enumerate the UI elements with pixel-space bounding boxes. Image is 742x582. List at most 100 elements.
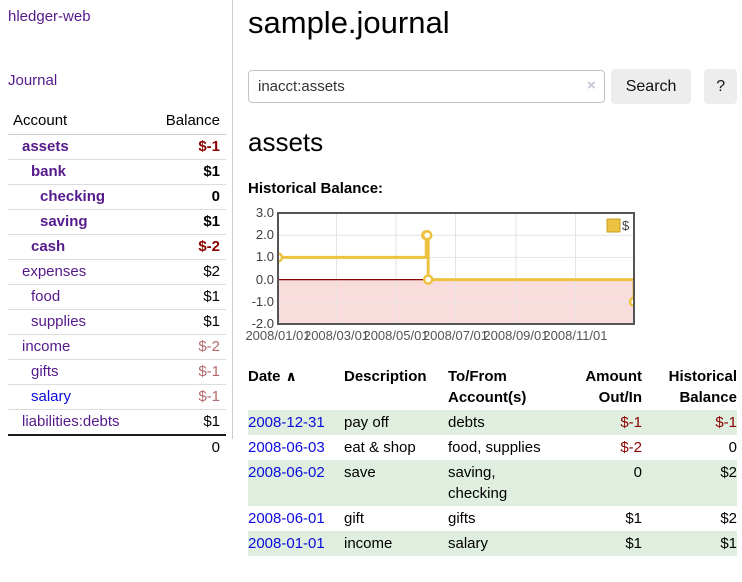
register-balance-cell: $1 [642, 531, 737, 556]
balance-chart: $3.0 2.0 1.0 0.0 -1.0 -2.0 2008/01/01 2008/03/0… [245, 205, 737, 348]
register-description-cell: income [344, 531, 448, 556]
sidebar-account-row: cash $-2 [8, 234, 226, 260]
register-accounts-cell: gifts [448, 510, 476, 527]
sidebar-account-cell: food [8, 284, 146, 310]
sidebar-account-row: salary $-1 [8, 384, 226, 410]
sidebar-account-cell: assets [8, 134, 146, 160]
sidebar-account-balance: $1 [145, 284, 226, 310]
register-date-cell: 2008-01-01 [248, 531, 344, 556]
page-title: sample.journal [248, 5, 450, 40]
sidebar-account-link[interactable]: expenses [22, 263, 87, 280]
x-axis-label: 2008/01/01 [245, 328, 311, 343]
sidebar-account-cell: gifts [8, 359, 146, 385]
register-amount-cell: $1 [558, 531, 642, 556]
register-description-cell: gift [344, 510, 365, 527]
register-row: 2008-12-31 pay off debts $-1 $-1 [248, 410, 737, 435]
sidebar-account-row: expenses $2 [8, 259, 226, 285]
historical-balance-label: Historical Balance: [248, 180, 384, 197]
register-amount-cell: $1 [625, 510, 642, 527]
accounts-total-balance: 0 [145, 434, 226, 460]
register-date-cell: 2008-06-01 [248, 506, 344, 531]
register-accounts-cell: debts [448, 410, 558, 435]
sidebar-account-row: supplies $1 [8, 309, 226, 335]
sidebar-item-journal[interactable]: Journal [8, 72, 58, 89]
sidebar-account-row: bank $1 [8, 159, 226, 185]
sidebar-account-row: assets $-1 [8, 134, 226, 160]
sidebar-account-row: gifts $-1 [8, 359, 226, 385]
register-amount-cell: $-1 [558, 410, 642, 435]
search-row: × Search ? [248, 69, 737, 104]
register-row: 2008-06-02 save saving, checking 0 $2 [248, 460, 737, 506]
sort-asc-icon: ∧ [285, 368, 297, 384]
register-header-date[interactable]: Date ∧ [248, 368, 297, 385]
accounts-header-row: Account Balance [8, 109, 226, 135]
sidebar-account-link[interactable]: salary [31, 388, 72, 405]
sidebar-account-link[interactable]: cash [31, 238, 66, 255]
register-accounts-cell: salary [448, 531, 558, 556]
accounts-total-row: 0 [8, 434, 226, 460]
sidebar-account-link[interactable]: assets [22, 138, 69, 155]
sidebar-account-row: liabilities:debts $1 [8, 409, 226, 435]
register-amount-cell: $-2 [620, 439, 642, 456]
plot-border [277, 212, 635, 325]
x-axis-label: 2008/11/01 [543, 328, 608, 343]
accounts-header-account: Account [8, 109, 146, 135]
register-date-cell: 2008-06-03 [248, 435, 344, 460]
sidebar-account-link[interactable]: food [31, 288, 61, 305]
clear-search-icon[interactable]: × [586, 77, 596, 94]
sidebar-account-balance: $1 [145, 209, 226, 235]
sidebar-account-link[interactable]: supplies [31, 313, 87, 330]
register-table: Date ∧ Description To/From Account(s) Amo… [248, 364, 737, 556]
sidebar-account-link[interactable]: saving [40, 213, 88, 230]
register-date-link[interactable]: 2008-06-02 [248, 464, 325, 481]
search-button[interactable]: Search [610, 69, 692, 104]
sidebar-account-balance: $-1 [145, 359, 226, 385]
sidebar-account-balance: $2 [145, 259, 226, 285]
sidebar-account-cell: liabilities:debts [8, 409, 146, 435]
data-point-marker [422, 274, 434, 285]
x-axis-label: 2008/03/01 [303, 328, 370, 343]
sidebar-account-balance: $1 [145, 159, 226, 185]
search-input[interactable] [248, 70, 605, 103]
register-header-row: Date ∧ Description To/From Account(s) Amo… [248, 364, 737, 410]
sidebar-account-cell: expenses [8, 259, 146, 285]
sidebar-account-row: income $-2 [8, 334, 226, 360]
register-header-amount: Amount Out/In [585, 368, 642, 406]
app-title-link[interactable]: hledger-web [8, 8, 91, 25]
legend-swatch [606, 218, 621, 233]
sidebar-account-link[interactable]: liabilities:debts [22, 413, 120, 430]
register-date-cell: 2008-06-02 [248, 460, 344, 506]
sidebar-account-cell: checking [8, 184, 146, 210]
sidebar-account-link[interactable]: income [22, 338, 71, 355]
sidebar-account-balance: $-2 [145, 234, 226, 260]
register-amount-cell: 0 [558, 460, 642, 506]
sidebar-account-link[interactable]: checking [40, 188, 106, 205]
register-date-link[interactable]: 2008-12-31 [248, 414, 325, 431]
x-axis-label: 2008/05/01 [363, 328, 429, 343]
legend-label: $ [622, 218, 630, 233]
register-date-cell: 2008-12-31 [248, 410, 344, 435]
search-box: × [248, 70, 605, 103]
register-date-link[interactable]: 2008-06-03 [248, 439, 325, 456]
sidebar-account-balance: $1 [145, 409, 226, 435]
sidebar-account-balance: $-1 [145, 134, 226, 160]
accounts-total-spacer [8, 434, 146, 460]
register-date-link[interactable]: 2008-06-01 [248, 510, 325, 527]
register-accounts-cell: saving, checking [448, 460, 558, 506]
sidebar-account-link[interactable]: gifts [31, 363, 59, 380]
x-axis-label: 2008/09/01 [483, 328, 549, 343]
register-accounts-cell: food, supplies [448, 439, 541, 456]
sidebar-account-link[interactable]: bank [31, 163, 67, 180]
sidebar-account-row: saving $1 [8, 209, 226, 235]
register-row: 2008-06-03 eat & shop food, supplies $-2 0 [248, 435, 737, 460]
register-description-cell: save [344, 460, 448, 506]
register-date-link[interactable]: 2008-01-01 [248, 535, 325, 552]
x-axis-label: 2008/07/01 [422, 328, 489, 343]
register-balance-cell: $-1 [642, 410, 737, 435]
account-heading: assets [248, 127, 324, 157]
help-button[interactable]: ? [704, 69, 737, 104]
register-row: 2008-01-01 income salary $1 $1 [248, 531, 737, 556]
sidebar-account-cell: income [8, 334, 146, 360]
register-description-cell: eat & shop [344, 439, 416, 456]
sidebar-account-row: checking 0 [8, 184, 226, 210]
